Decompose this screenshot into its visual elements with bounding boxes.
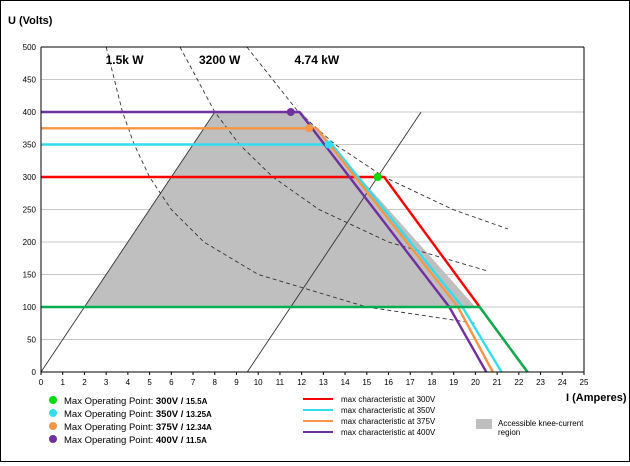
x-tick-label-7: 7 [191, 378, 196, 387]
x-tick-label-13: 13 [319, 378, 328, 387]
legend-operating-point-3: Max Operating Point: 400V / 11.5A [64, 435, 207, 446]
x-tick-label-24: 24 [558, 378, 567, 387]
legend-marker-0 [49, 396, 57, 404]
legend-series-label-0: max characteristic at 300V [341, 395, 436, 404]
legend-marker-1 [49, 409, 57, 417]
x-tick-label-16: 16 [384, 378, 393, 387]
y-tick-label-400: 400 [23, 108, 37, 117]
y-tick-label-50: 50 [27, 336, 36, 345]
x-tick-label-11: 11 [276, 378, 285, 387]
legend-series-label-3: max characteristic at 400V [341, 428, 436, 437]
power-curve-label-0: 1.5k W [106, 53, 145, 67]
knee-region [84, 112, 476, 307]
power-curve-2 [246, 46, 509, 230]
legend-marker-2 [49, 422, 57, 430]
x-tick-label-23: 23 [536, 378, 545, 387]
series-line-3 [41, 110, 488, 373]
y-axis-label: U (Volts) [8, 15, 53, 27]
series-line-1 [41, 143, 503, 373]
x-tick-label-2: 2 [82, 378, 87, 387]
y-tick-label-200: 200 [23, 238, 37, 247]
series-lines [41, 110, 529, 373]
diagonal-lines [40, 111, 422, 373]
x-tick-label-18: 18 [428, 378, 437, 387]
x-tick-label-19: 19 [449, 378, 458, 387]
operating-point-1 [324, 140, 333, 149]
x-tick-label-8: 8 [213, 378, 218, 387]
y-tick-label-0: 0 [32, 368, 37, 377]
legend-region-swatch [476, 419, 492, 429]
legend-operating-points: Max Operating Point: 300V / 15.5A Max Ope… [49, 396, 212, 446]
diagonal-line-1 [246, 111, 422, 373]
y-tick-label-150: 150 [23, 271, 37, 280]
diagonal-line-0 [40, 111, 216, 373]
operating-points [286, 108, 382, 181]
legend-series-label-1: max characteristic at 350V [341, 406, 436, 415]
x-tick-label-9: 9 [234, 378, 239, 387]
x-tick-label-4: 4 [126, 378, 131, 387]
x-tick-label-1: 1 [60, 378, 65, 387]
x-tick-label-22: 22 [514, 378, 523, 387]
x-tick-label-6: 6 [169, 378, 174, 387]
x-tick-label-5: 5 [147, 378, 152, 387]
legend-operating-point-1: Max Operating Point: 350V / 13.25A [64, 409, 212, 420]
x-axis-label: I (Amperes) [566, 392, 627, 404]
y-tick-label-500: 500 [23, 43, 37, 52]
operating-point-3 [286, 108, 295, 116]
power-curve-label-1: 3200 W [199, 53, 241, 67]
x-tick-label-14: 14 [341, 378, 350, 387]
x-tick-label-10: 10 [254, 378, 263, 387]
operating-point-0 [373, 173, 382, 181]
x-tick-label-12: 12 [297, 378, 306, 387]
x-tick-label-15: 15 [362, 378, 371, 387]
knee-region-polygon [84, 112, 476, 307]
y-tick-label-100: 100 [23, 303, 37, 312]
series-line-2 [41, 127, 494, 373]
power-curve-label-2: 4.74 kW [295, 53, 340, 67]
legend-operating-point-2: Max Operating Point: 375V / 12.34A [64, 422, 212, 433]
y-tick-label-300: 300 [23, 173, 37, 182]
y-tick-label-450: 450 [23, 76, 37, 85]
legend-marker-3 [49, 435, 57, 443]
legend-series-label-2: max characteristic at 375V [341, 417, 436, 426]
x-tick-label-21: 21 [493, 378, 502, 387]
x-tick-label-3: 3 [104, 378, 109, 387]
series-line-4 [41, 305, 529, 373]
y-tick-label-350: 350 [23, 141, 37, 150]
legend-operating-point-0: Max Operating Point: 300V / 15.5A [64, 396, 208, 407]
y-tick-label-250: 250 [23, 206, 37, 215]
x-tick-label-20: 20 [471, 378, 480, 387]
x-tick-label-0: 0 [39, 378, 44, 387]
legend-region-label: Accessible knee-current region [498, 419, 584, 437]
power-curve-0 [105, 46, 476, 324]
x-tick-label-17: 17 [406, 378, 415, 387]
legend-characteristics: max characteristic at 300V max characteri… [303, 395, 584, 437]
power-curves: 1.5k W 3200 W 4.74 kW [105, 46, 509, 324]
x-tick-label-25: 25 [580, 378, 589, 387]
operating-point-2 [305, 124, 314, 133]
